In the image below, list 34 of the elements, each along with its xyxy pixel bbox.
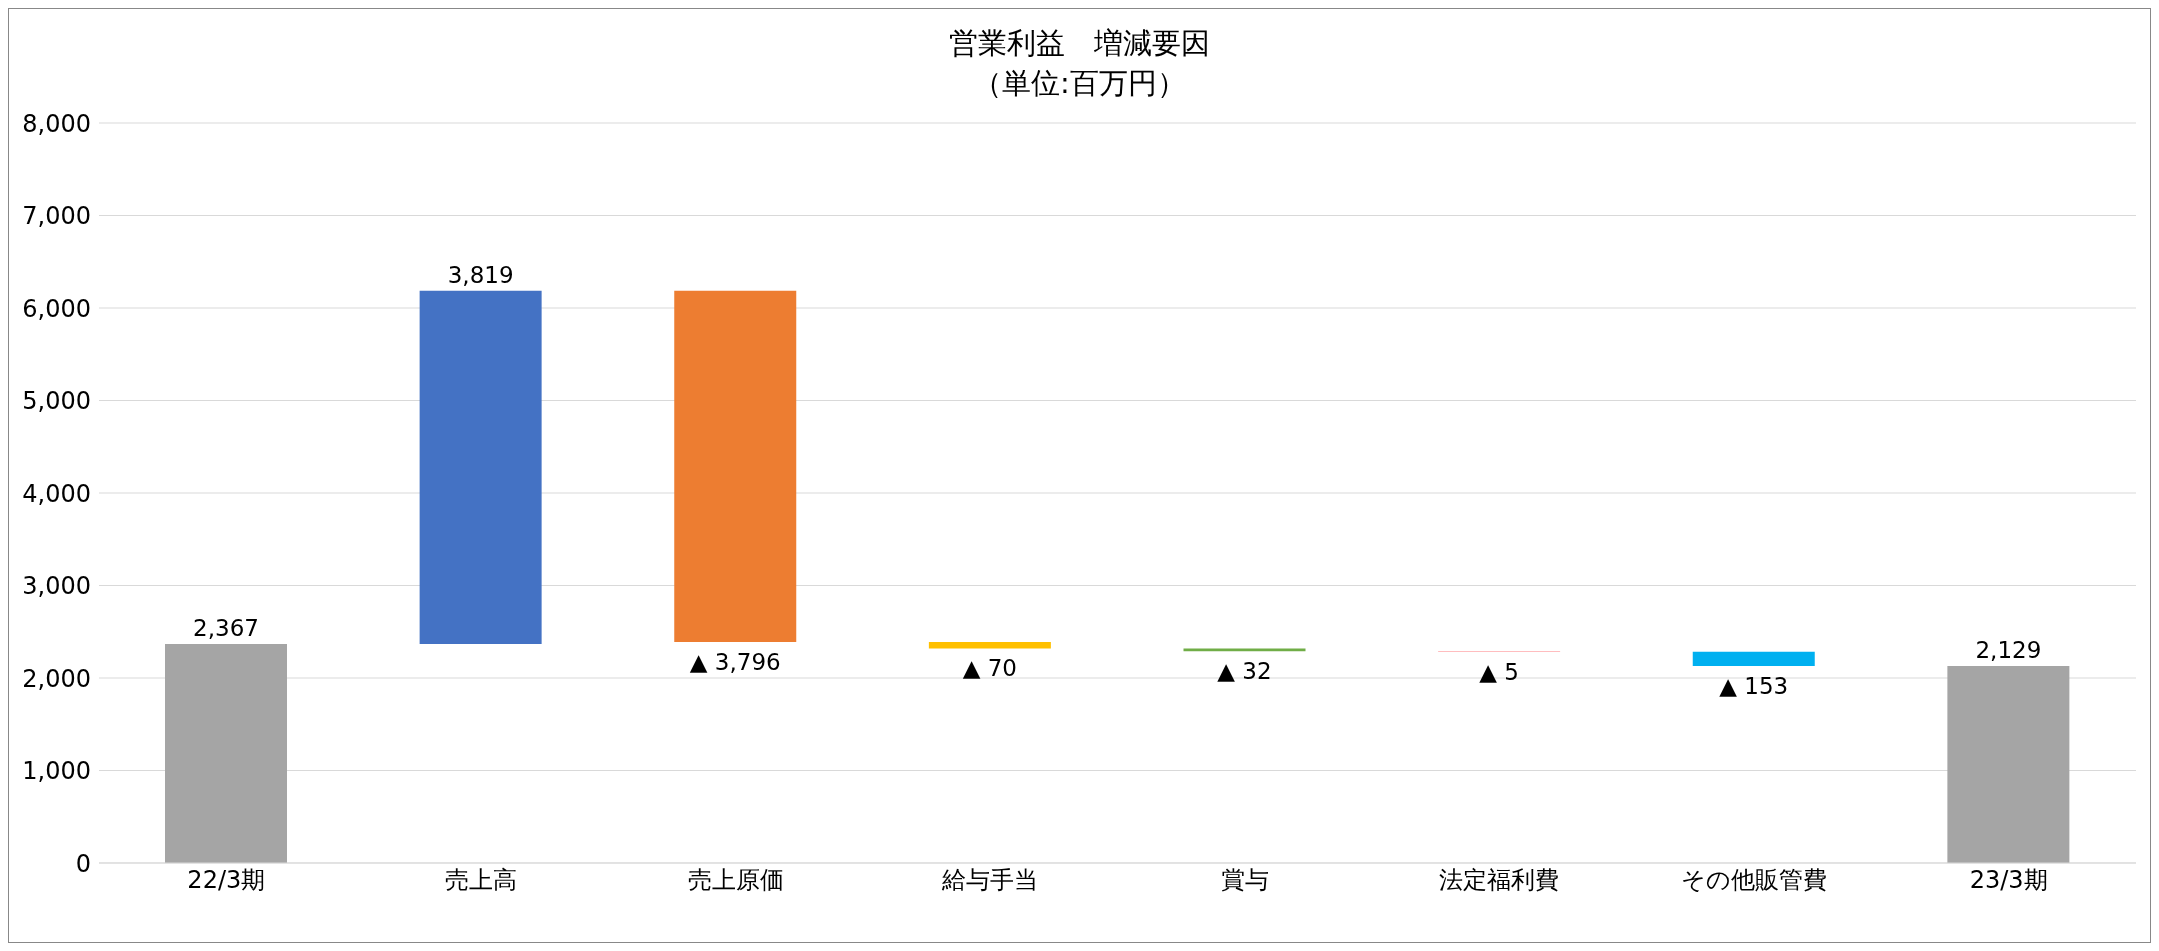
chart-subtitle: （単位:百万円） [972, 65, 1187, 102]
x-tick-label: 売上高 [444, 866, 517, 895]
data-label: ▲ 70 [962, 655, 1018, 682]
y-tick-label: 3,000 [22, 572, 91, 601]
chart-title: 営業利益 増減要因 [948, 25, 1211, 62]
data-label: 2,367 [193, 615, 259, 642]
data-label: ▲ 5 [1479, 658, 1519, 685]
bar [1692, 651, 1815, 666]
y-tick-label: 1,000 [22, 757, 91, 786]
data-label: 2,129 [1975, 637, 2042, 664]
data-label: 3,819 [447, 261, 514, 288]
x-tick-label: 法定福利費 [1439, 866, 1560, 895]
x-tick-label: 23/3期 [1969, 866, 2048, 895]
y-tick-label: 7,000 [22, 202, 91, 231]
bar [419, 290, 542, 645]
x-tick-label: 賞与 [1220, 866, 1269, 895]
y-tick-label: 4,000 [22, 479, 91, 508]
y-tick-label: 0 [75, 849, 91, 878]
bar [674, 290, 797, 642]
data-label: ▲ 32 [1217, 658, 1272, 685]
y-tick-label: 2,000 [22, 664, 91, 693]
bar [165, 644, 287, 863]
x-tick-label: 売上原価 [687, 866, 784, 895]
y-tick-label: 8,000 [22, 109, 91, 138]
bar [928, 641, 1051, 649]
bar [1183, 648, 1306, 652]
data-label: ▲ 153 [1719, 672, 1789, 699]
x-tick-label: 給与手当 [941, 866, 1039, 895]
y-tick-label: 5,000 [22, 387, 91, 416]
x-tick-label: その他販管費 [1681, 866, 1828, 895]
x-tick-label: 22/3期 [187, 866, 266, 895]
data-label: ▲ 3,796 [689, 648, 781, 675]
bar [1947, 666, 2070, 863]
y-tick-label: 6,000 [22, 294, 91, 323]
